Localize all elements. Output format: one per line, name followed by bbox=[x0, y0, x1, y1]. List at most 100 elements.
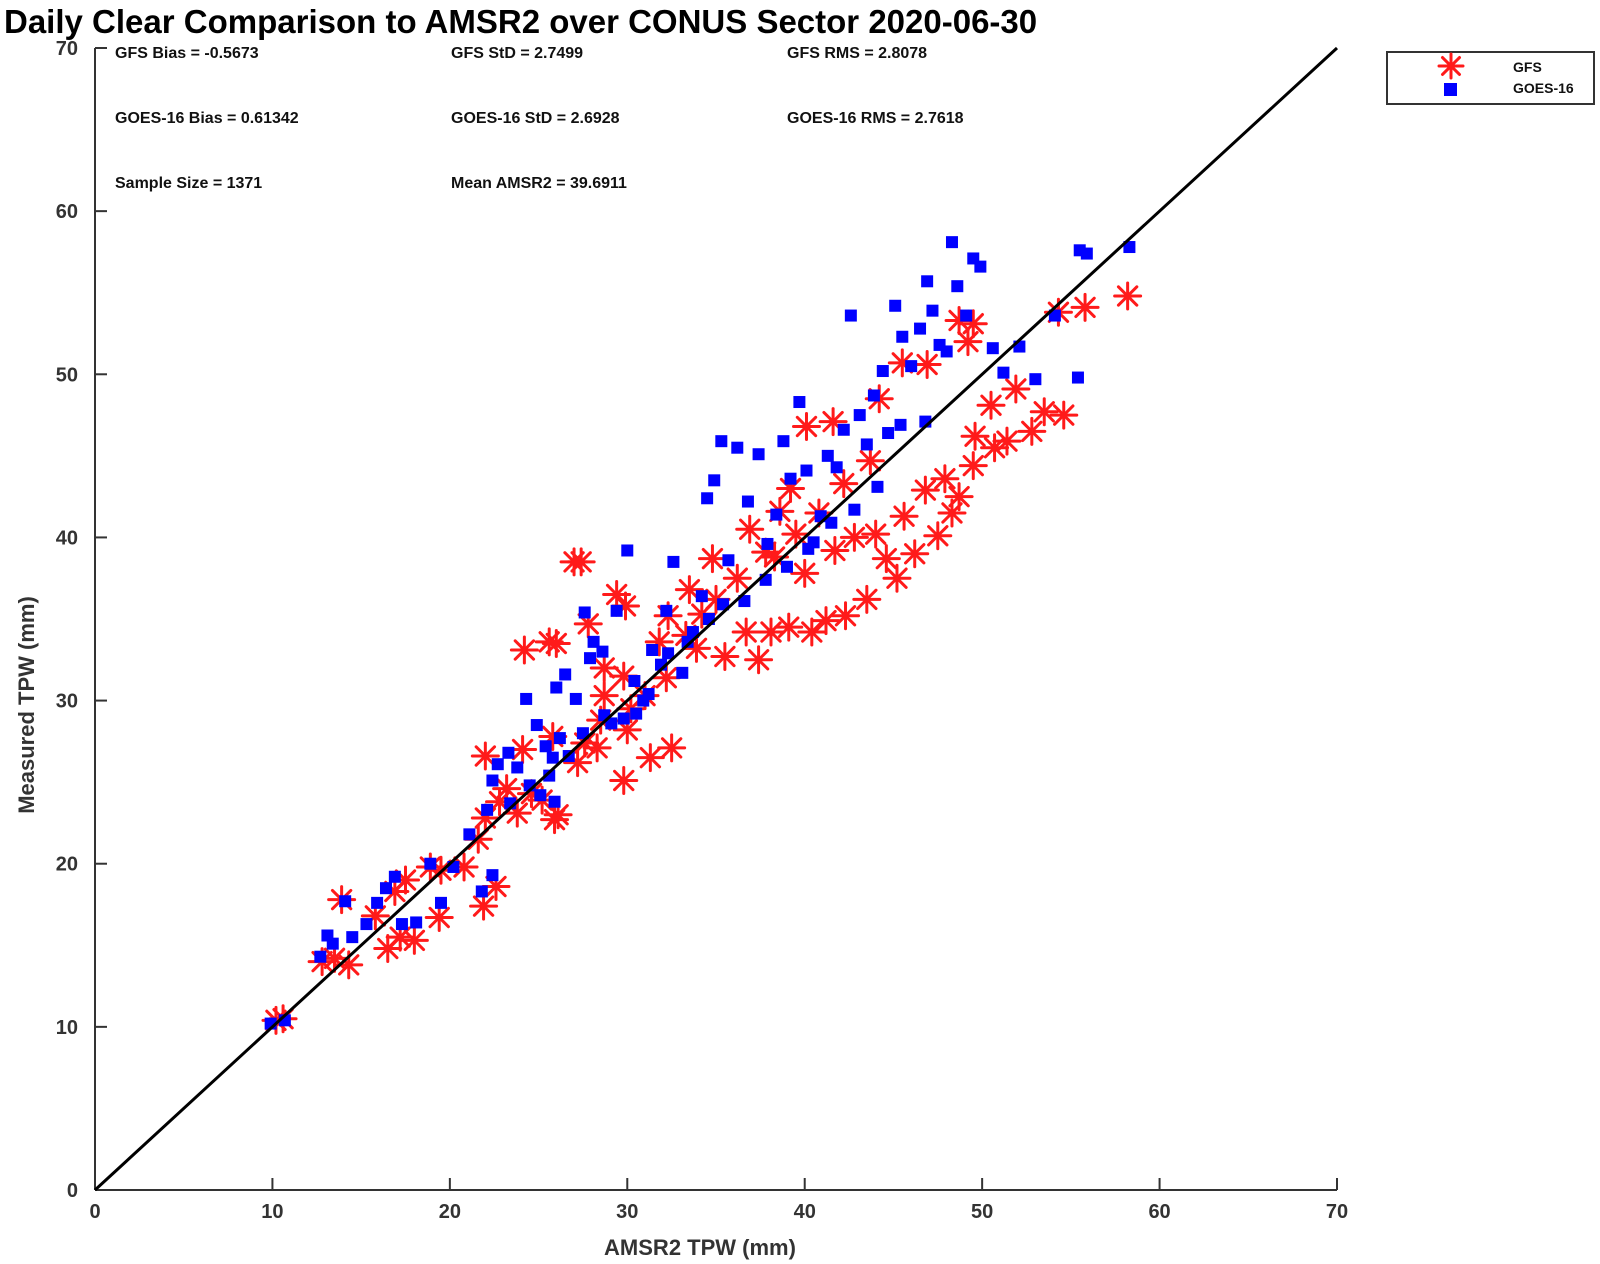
goes-16-point bbox=[926, 304, 939, 317]
y-tick-label: 60 bbox=[56, 201, 78, 223]
goes-16-point bbox=[889, 299, 902, 312]
goes-16-point bbox=[940, 345, 953, 358]
x-tick-label: 40 bbox=[794, 1201, 816, 1223]
legend-gfs-marker bbox=[1437, 52, 1465, 80]
gfs-point bbox=[1049, 400, 1079, 430]
goes-16-point bbox=[410, 916, 423, 929]
goes-16-point bbox=[717, 598, 730, 611]
goes-16-point bbox=[587, 635, 600, 648]
legend-box bbox=[1386, 51, 1595, 105]
goes-16-point bbox=[539, 740, 552, 753]
goes-16-point bbox=[686, 626, 699, 639]
gfs-point bbox=[861, 519, 891, 549]
goes-16-point bbox=[867, 389, 880, 402]
gfs-point bbox=[871, 544, 901, 574]
goes-16-point bbox=[1080, 247, 1093, 260]
goes-16-point bbox=[605, 717, 618, 730]
gfs-point bbox=[681, 633, 711, 663]
goes-16-point bbox=[662, 647, 675, 660]
goes-16-point bbox=[463, 828, 476, 841]
gfs-point bbox=[930, 464, 960, 494]
goes-16-point bbox=[802, 542, 815, 555]
goes-16-point bbox=[896, 330, 909, 343]
gfs-point bbox=[744, 645, 774, 675]
gfs-point bbox=[509, 635, 539, 665]
goes-16-point bbox=[731, 441, 744, 454]
goes-16-point bbox=[520, 692, 533, 705]
goes-16-point bbox=[1071, 371, 1084, 384]
gfs-point bbox=[790, 558, 820, 588]
gfs-point bbox=[900, 539, 930, 569]
gfs-point bbox=[697, 544, 727, 574]
goes-16-point bbox=[921, 275, 934, 288]
goes-16-point bbox=[502, 746, 515, 759]
gfs-point bbox=[657, 733, 687, 763]
gfs-point bbox=[449, 852, 479, 882]
gfs-point bbox=[710, 642, 740, 672]
gfs-point bbox=[635, 743, 665, 773]
x-axis-label: AMSR2 TPW (mm) bbox=[604, 1235, 796, 1260]
gfs-point bbox=[589, 653, 619, 683]
gfs-series bbox=[261, 281, 1143, 1035]
gfs-point bbox=[609, 766, 639, 796]
gfs-point bbox=[469, 891, 499, 921]
gfs-bias-stat: GFS Bias = -0.5673 bbox=[115, 45, 259, 62]
goes-16-point bbox=[569, 692, 582, 705]
goes-16-point bbox=[617, 712, 630, 725]
x-tick-label: 0 bbox=[89, 1201, 100, 1223]
goes-16-point bbox=[548, 795, 561, 808]
goes-16-point bbox=[784, 472, 797, 485]
goes-16-point bbox=[511, 761, 524, 774]
gfs-point bbox=[797, 617, 827, 647]
goes-16-point bbox=[486, 774, 499, 787]
gfs-point bbox=[541, 628, 571, 658]
goes-16-point bbox=[837, 423, 850, 436]
goes-16-point bbox=[264, 1017, 277, 1030]
gfs-point bbox=[912, 349, 942, 379]
gfs-point bbox=[910, 475, 940, 505]
gfs-point bbox=[566, 547, 596, 577]
gfs-point bbox=[385, 922, 415, 952]
gfs-point bbox=[1070, 292, 1100, 322]
goes-16-point bbox=[1123, 241, 1136, 254]
y-axis-label: Measured TPW (mm) bbox=[14, 596, 39, 814]
goes-16-point bbox=[584, 652, 597, 665]
legend: GFS GOES-16 bbox=[1386, 51, 1595, 105]
goes-16-point bbox=[974, 260, 987, 273]
gfs-point bbox=[735, 514, 765, 544]
gfs-point bbox=[722, 563, 752, 593]
goes-16-point bbox=[830, 461, 843, 474]
goes-16-point bbox=[559, 668, 572, 681]
x-tick-label: 60 bbox=[1148, 1201, 1170, 1223]
gfs-point bbox=[1029, 397, 1059, 427]
gfs-point bbox=[923, 521, 953, 551]
goes-16-point bbox=[777, 435, 790, 448]
gfs-point bbox=[1001, 374, 1031, 404]
goes-16-point bbox=[596, 645, 609, 658]
goes-16-point bbox=[853, 409, 866, 422]
y-tick-label: 0 bbox=[67, 1180, 78, 1202]
goes-16-point bbox=[825, 516, 838, 529]
goes-16-point bbox=[481, 803, 494, 816]
goes-16-point bbox=[722, 554, 735, 567]
gfs-point bbox=[602, 580, 632, 610]
gfs-point bbox=[831, 601, 861, 631]
goes-16-point bbox=[741, 495, 754, 508]
gfs-point bbox=[829, 469, 859, 499]
gfs-point bbox=[839, 522, 869, 552]
gfs-point bbox=[424, 903, 454, 933]
chart-title: Daily Clear Comparison to AMSR2 over CON… bbox=[4, 3, 1037, 40]
gfs-point bbox=[1017, 416, 1047, 446]
goes-16-point bbox=[761, 537, 774, 550]
mean-amsr2-stat: Mean AMSR2 = 39.6911 bbox=[451, 175, 627, 192]
goes-16-point bbox=[491, 758, 504, 771]
gfs-point bbox=[756, 617, 786, 647]
gfs-point bbox=[937, 498, 967, 528]
goes-16-point bbox=[821, 449, 834, 462]
legend-goes-16-label: GOES-16 bbox=[1513, 80, 1574, 96]
goes-16-point bbox=[534, 789, 547, 802]
goes-16-point bbox=[914, 322, 927, 335]
legend-goes-16-square bbox=[1444, 83, 1457, 96]
goes-16-point bbox=[770, 508, 783, 521]
legend-gfs-asterisk bbox=[1437, 52, 1465, 80]
